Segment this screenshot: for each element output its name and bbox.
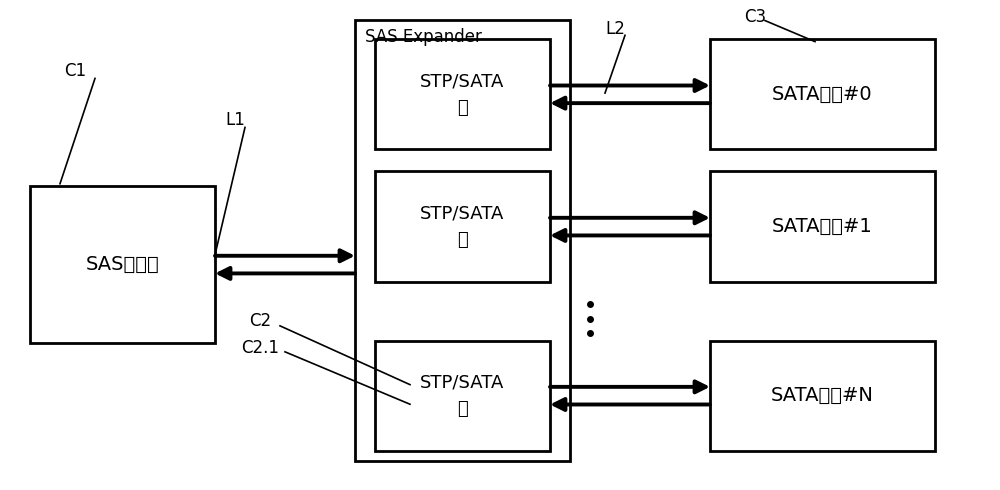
- FancyBboxPatch shape: [355, 20, 570, 461]
- Text: SAS Expander: SAS Expander: [365, 28, 482, 46]
- Text: L1: L1: [225, 111, 245, 129]
- Text: SATA设备#0: SATA设备#0: [772, 85, 873, 104]
- Text: L2: L2: [605, 21, 625, 38]
- Text: SAS控制器: SAS控制器: [86, 255, 159, 274]
- FancyBboxPatch shape: [375, 39, 550, 149]
- Text: C2.1: C2.1: [241, 339, 279, 357]
- FancyBboxPatch shape: [375, 341, 550, 451]
- Text: C1: C1: [64, 62, 86, 80]
- Text: SATA设备#1: SATA设备#1: [772, 217, 873, 236]
- Text: STP/SATA
桥: STP/SATA 桥: [420, 373, 505, 418]
- FancyBboxPatch shape: [710, 172, 935, 282]
- Text: STP/SATA
桥: STP/SATA 桥: [420, 72, 505, 117]
- FancyBboxPatch shape: [710, 341, 935, 451]
- Text: C3: C3: [744, 8, 766, 26]
- Text: SATA设备#N: SATA设备#N: [771, 386, 874, 405]
- FancyBboxPatch shape: [30, 186, 215, 343]
- Text: STP/SATA
桥: STP/SATA 桥: [420, 204, 505, 249]
- Text: C2: C2: [249, 312, 271, 330]
- FancyBboxPatch shape: [375, 172, 550, 282]
- FancyBboxPatch shape: [710, 39, 935, 149]
